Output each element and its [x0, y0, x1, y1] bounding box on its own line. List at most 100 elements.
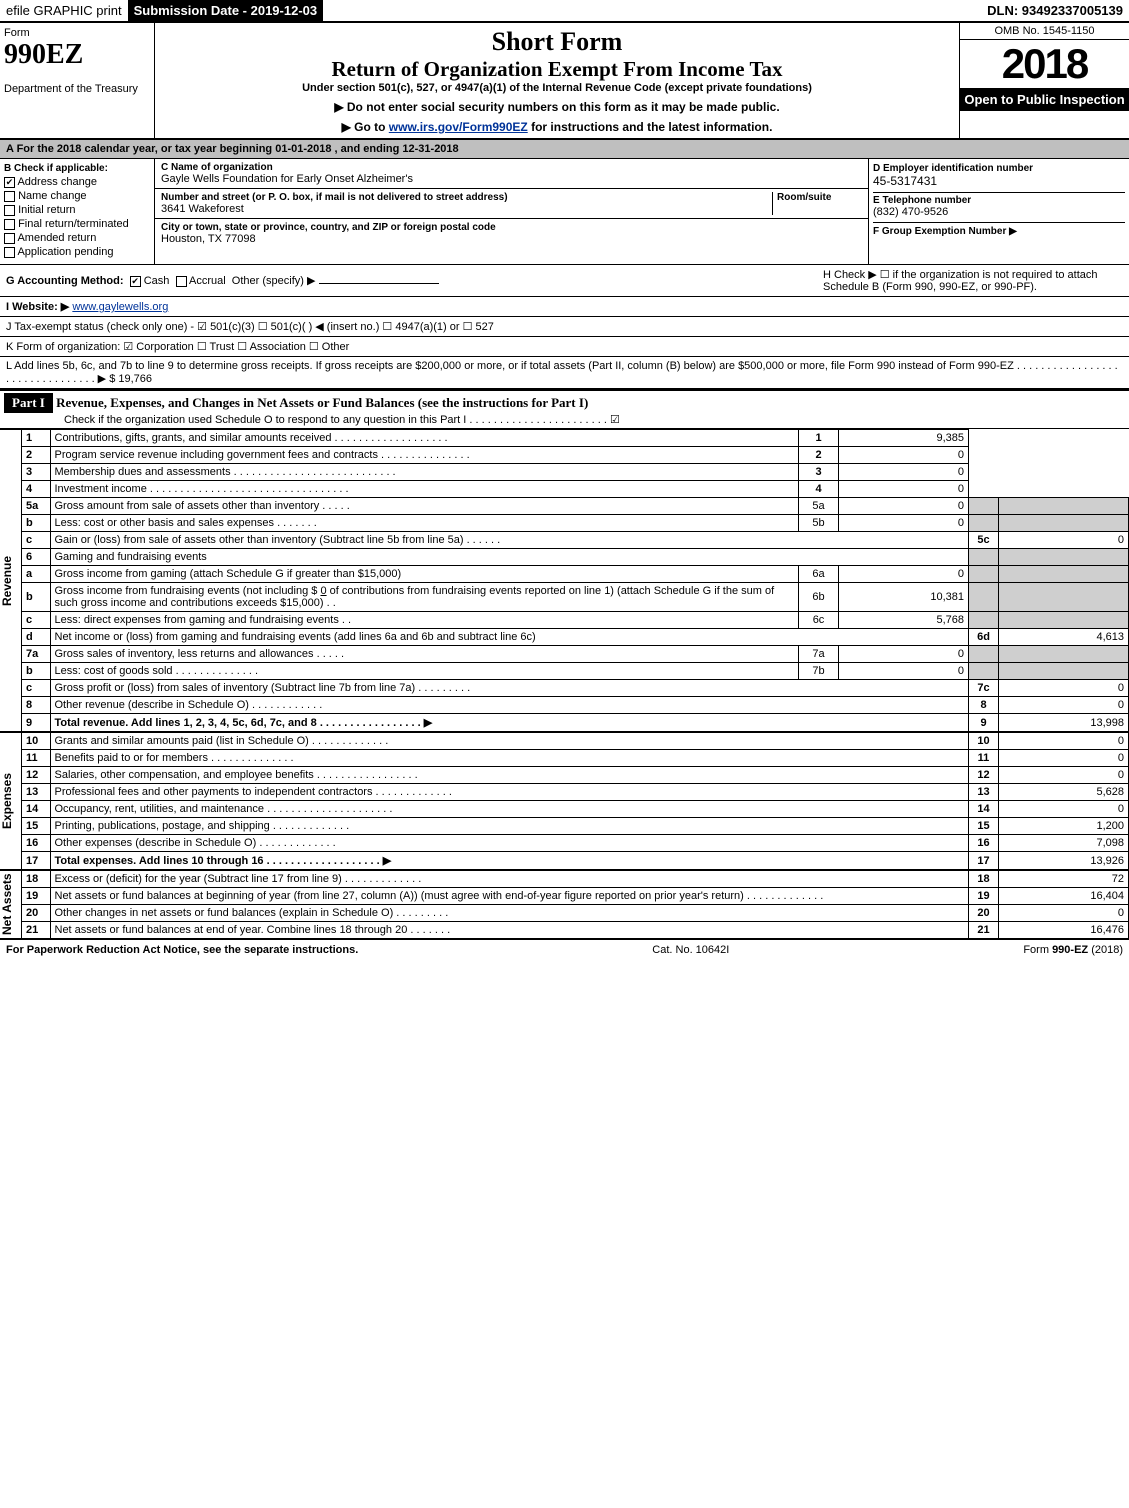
row-k: K Form of organization: ☑ Corporation ☐ … — [0, 337, 1129, 357]
warning-ssn: ▶ Do not enter social security numbers o… — [163, 100, 951, 114]
part1-check: Check if the organization used Schedule … — [4, 413, 1125, 426]
chk-pending[interactable]: Application pending — [4, 246, 150, 258]
period-label: A For the 2018 calendar year, or tax yea… — [6, 143, 275, 155]
line-4: 4Investment income . . . . . . . . . . .… — [22, 481, 1129, 498]
row-i: I Website: ▶ www.gaylewells.org — [0, 297, 1129, 317]
line-16: 16Other expenses (describe in Schedule O… — [22, 835, 1129, 852]
row-g-h: G Accounting Method: Cash Accrual Other … — [0, 265, 1129, 297]
expenses-table: 10Grants and similar amounts paid (list … — [22, 732, 1129, 870]
part1-title: Revenue, Expenses, and Changes in Net As… — [56, 395, 588, 410]
row-l: L Add lines 5b, 6c, and 7b to line 9 to … — [0, 357, 1129, 389]
line-7c: cGross profit or (loss) from sales of in… — [22, 680, 1129, 697]
omb-number: OMB No. 1545-1150 — [960, 23, 1129, 40]
chk-initial-return[interactable]: Initial return — [4, 204, 150, 216]
period-row: A For the 2018 calendar year, or tax yea… — [0, 140, 1129, 159]
form-header: Form 990EZ Department of the Treasury Sh… — [0, 23, 1129, 140]
goto-line: ▶ Go to www.irs.gov/Form990EZ for instru… — [163, 120, 951, 134]
line-12: 12Salaries, other compensation, and empl… — [22, 767, 1129, 784]
line-7a: 7aGross sales of inventory, less returns… — [22, 646, 1129, 663]
c-name-label: C Name of organization — [161, 162, 862, 173]
org-address: 3641 Wakeforest — [161, 203, 772, 215]
line-5c: cGain or (loss) from sale of assets othe… — [22, 532, 1129, 549]
submission-date-button[interactable]: Submission Date - 2019-12-03 — [128, 0, 324, 21]
line-6d: dNet income or (loss) from gaming and fu… — [22, 629, 1129, 646]
d-label: D Employer identification number — [873, 163, 1125, 174]
line-3: 3Membership dues and assessments . . . .… — [22, 464, 1129, 481]
cash-label: Cash — [144, 275, 170, 287]
chk-accrual[interactable] — [176, 276, 187, 287]
title-return: Return of Organization Exempt From Incom… — [163, 57, 951, 82]
line-5b: bLess: cost or other basis and sales exp… — [22, 515, 1129, 532]
room-label: Room/suite — [777, 192, 862, 203]
line-7b: bLess: cost of goods sold . . . . . . . … — [22, 663, 1129, 680]
line-9: 9Total revenue. Add lines 1, 2, 3, 4, 5c… — [22, 714, 1129, 732]
other-label: Other (specify) ▶ — [232, 275, 316, 287]
period-mid: , and ending — [335, 143, 403, 155]
c-city-label: City or town, state or province, country… — [161, 222, 862, 233]
line-14: 14Occupancy, rent, utilities, and mainte… — [22, 801, 1129, 818]
line-8: 8Other revenue (describe in Schedule O) … — [22, 697, 1129, 714]
g-label: G Accounting Method: — [6, 275, 124, 287]
b-label: B Check if applicable: — [4, 163, 150, 174]
dept-label: Department of the Treasury — [4, 83, 150, 95]
website-link[interactable]: www.gaylewells.org — [72, 301, 168, 313]
line-20: 20Other changes in net assets or fund ba… — [22, 905, 1129, 922]
line-10: 10Grants and similar amounts paid (list … — [22, 733, 1129, 750]
form-label: Form — [4, 27, 150, 39]
part1-bar: Part I — [4, 393, 53, 413]
chk-final-return[interactable]: Final return/terminated — [4, 218, 150, 230]
line-17: 17Total expenses. Add lines 10 through 1… — [22, 852, 1129, 870]
line-6: 6Gaming and fundraising events — [22, 549, 1129, 566]
open-inspection: Open to Public Inspection — [960, 88, 1129, 111]
line-6c: cLess: direct expenses from gaming and f… — [22, 612, 1129, 629]
period-end: 12-31-2018 — [402, 143, 458, 155]
accrual-label: Accrual — [189, 275, 226, 287]
goto-post: for instructions and the latest informat… — [528, 120, 773, 134]
line-19: 19Net assets or fund balances at beginni… — [22, 888, 1129, 905]
chk-address-change[interactable]: Address change — [4, 176, 150, 188]
row-j: J Tax-exempt status (check only one) - ☑… — [0, 317, 1129, 337]
org-name: Gayle Wells Foundation for Early Onset A… — [161, 173, 862, 185]
chk-cash[interactable] — [130, 276, 141, 287]
line-15: 15Printing, publications, postage, and s… — [22, 818, 1129, 835]
revenue-table: 1Contributions, gifts, grants, and simil… — [22, 429, 1129, 732]
f-label: F Group Exemption Number ▶ — [873, 226, 1017, 237]
page-footer: For Paperwork Reduction Act Notice, see … — [0, 939, 1129, 960]
irs-link[interactable]: www.irs.gov/Form990EZ — [389, 120, 528, 134]
footer-mid: Cat. No. 10642I — [652, 944, 729, 956]
c-addr-label: Number and street (or P. O. box, if mail… — [161, 192, 772, 203]
title-short-form: Short Form — [163, 27, 951, 57]
line-6b: bGross income from fundraising events (n… — [22, 583, 1129, 612]
top-bar: efile GRAPHIC print Submission Date - 20… — [0, 0, 1129, 23]
line-6a: aGross income from gaming (attach Schedu… — [22, 566, 1129, 583]
line-11: 11Benefits paid to or for members . . . … — [22, 750, 1129, 767]
identity-block: B Check if applicable: Address change Na… — [0, 159, 1129, 265]
period-begin: 01-01-2018 — [275, 143, 331, 155]
goto-pre: ▶ Go to — [342, 120, 389, 134]
line-5a: 5aGross amount from sale of assets other… — [22, 498, 1129, 515]
line-2: 2Program service revenue including gover… — [22, 447, 1129, 464]
h-label: H Check ▶ ☐ if the organization is not r… — [823, 268, 1123, 293]
line-21: 21Net assets or fund balances at end of … — [22, 922, 1129, 939]
side-expenses: Expenses — [0, 732, 22, 870]
line-13: 13Professional fees and other payments t… — [22, 784, 1129, 801]
netassets-table: 18Excess or (deficit) for the year (Subt… — [22, 870, 1129, 939]
chk-name-change[interactable]: Name change — [4, 190, 150, 202]
phone: (832) 470-9526 — [873, 206, 1125, 218]
line-18: 18Excess or (deficit) for the year (Subt… — [22, 871, 1129, 888]
side-netassets: Net Assets — [0, 870, 22, 939]
footer-right: Form 990-EZ (2018) — [1023, 944, 1123, 956]
side-revenue: Revenue — [0, 429, 22, 732]
ein: 45-5317431 — [873, 174, 1125, 188]
org-city: Houston, TX 77098 — [161, 233, 862, 245]
efile-label[interactable]: efile GRAPHIC print — [0, 0, 128, 21]
chk-amended[interactable]: Amended return — [4, 232, 150, 244]
e-label: E Telephone number — [873, 195, 1125, 206]
dln-label: DLN: 93492337005139 — [987, 3, 1129, 18]
form-number: 990EZ — [4, 39, 150, 71]
footer-left: For Paperwork Reduction Act Notice, see … — [6, 944, 358, 956]
line-1: 1Contributions, gifts, grants, and simil… — [22, 430, 1129, 447]
i-label: I Website: ▶ — [6, 301, 69, 313]
part1-header: Part I Revenue, Expenses, and Changes in… — [0, 389, 1129, 429]
tax-year: 2018 — [960, 40, 1129, 88]
